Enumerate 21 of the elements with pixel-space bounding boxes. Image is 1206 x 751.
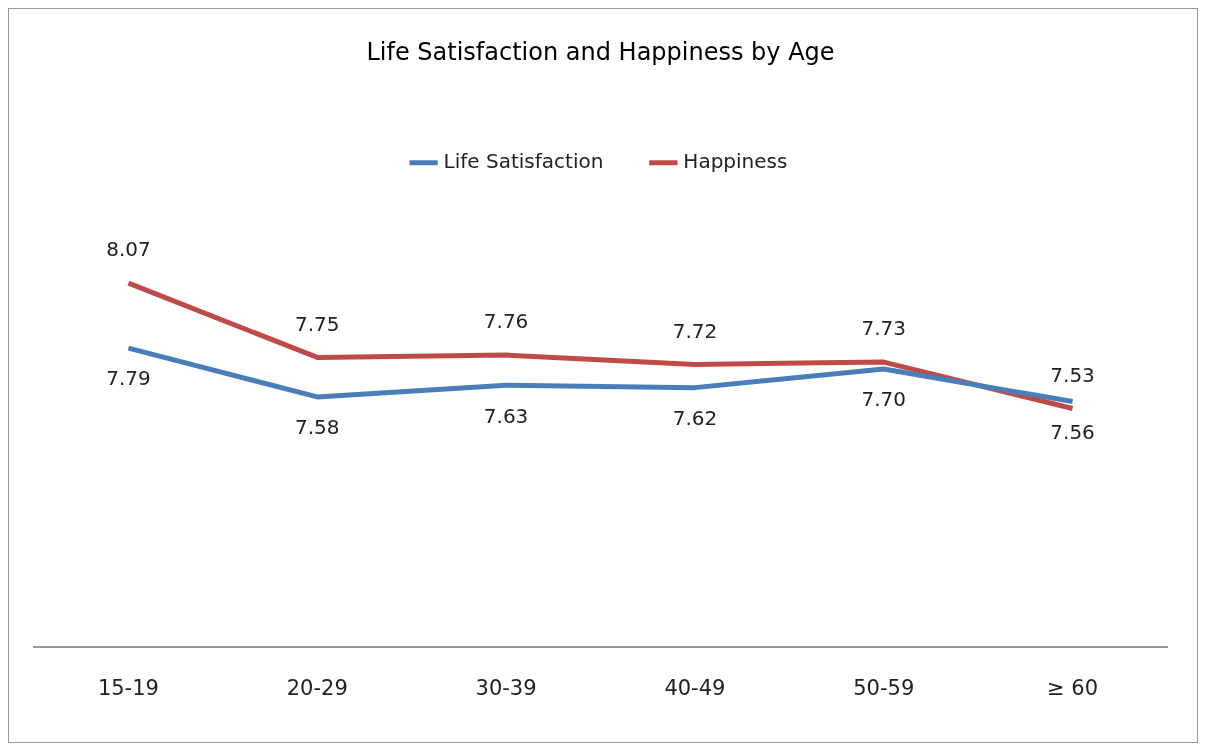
data-label: 8.07 [106,237,151,262]
data-label: 7.79 [106,366,151,391]
x-tick-label: 15-19 [97,675,159,700]
data-label: 7.56 [1050,419,1095,444]
x-tick-label: ≥ 60 [1047,675,1099,700]
legend-label: Life Satisfaction [443,149,604,173]
x-tick-label: 40-49 [664,675,726,700]
x-tick-label: 30-39 [475,675,537,700]
data-label: 7.70 [861,387,907,412]
x-tick-label: 50-59 [853,675,915,700]
data-label: 7.72 [672,318,718,343]
chart-title: Life Satisfaction and Happiness by Age [366,37,835,66]
data-label: 7.76 [483,309,529,334]
data-label: 7.62 [672,405,718,430]
data-label: 7.63 [483,403,529,428]
data-label: 7.73 [861,316,907,341]
legend-label: Happiness [683,149,788,173]
data-label: 7.75 [294,311,340,336]
x-tick-label: 20-29 [286,675,348,700]
data-label: 7.53 [1050,362,1095,387]
data-label: 7.58 [294,415,340,440]
